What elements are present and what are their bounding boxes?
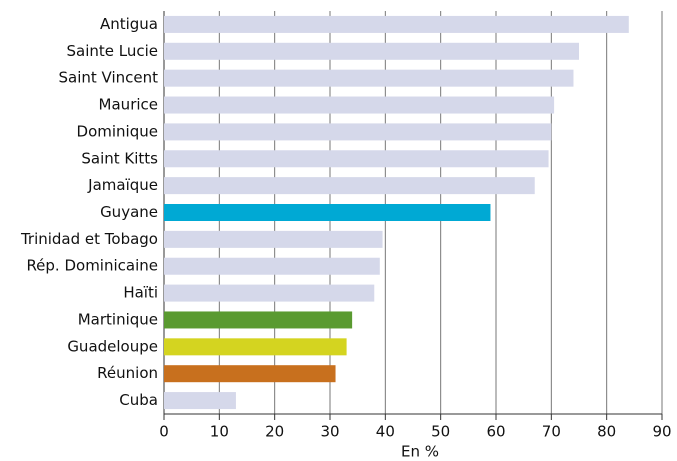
y-tick-label: Trinidad et Tobago [20,230,158,248]
bar [164,69,574,87]
y-tick-label: Jamaïque [87,176,158,194]
bar [164,257,380,275]
y-tick-label: Rép. Dominicaine [26,257,158,275]
x-tick-label: 30 [320,423,339,441]
y-tick-label: Saint Vincent [58,69,158,87]
bar [164,204,491,221]
y-tick-label: Réunion [97,364,158,382]
x-tick-label: 40 [376,423,395,441]
bar [164,96,555,114]
bar [164,123,552,141]
bar [164,392,236,410]
bar [164,284,375,302]
y-tick-label: Dominique [77,122,158,140]
bar [164,338,347,356]
bar [164,177,535,195]
y-tick-label: Haïti [123,284,158,302]
y-tick-label: Maurice [99,96,158,114]
x-tick-label: 10 [210,423,229,441]
bar [164,311,353,329]
x-tick-label: 20 [265,423,284,441]
x-tick-label: 80 [597,423,616,441]
bar [164,15,629,33]
y-tick-label: Martinique [78,310,158,328]
y-tick-label: Guyane [100,203,158,221]
y-tick-label: Saint Kitts [81,149,158,167]
bar [164,365,336,383]
x-tick-label: 90 [652,423,671,441]
y-tick-label: Cuba [119,391,158,409]
y-tick-label: Sainte Lucie [66,42,158,60]
y-tick-label: Antigua [100,15,158,33]
x-tick-label: 50 [431,423,450,441]
bar [164,150,549,168]
x-axis-label: En % [401,443,439,461]
y-tick-label: Guadeloupe [67,337,158,355]
x-tick-label: 0 [159,423,169,441]
bar [164,230,383,248]
x-tick-label: 70 [542,423,561,441]
x-tick-label: 60 [486,423,505,441]
bar [164,42,579,60]
